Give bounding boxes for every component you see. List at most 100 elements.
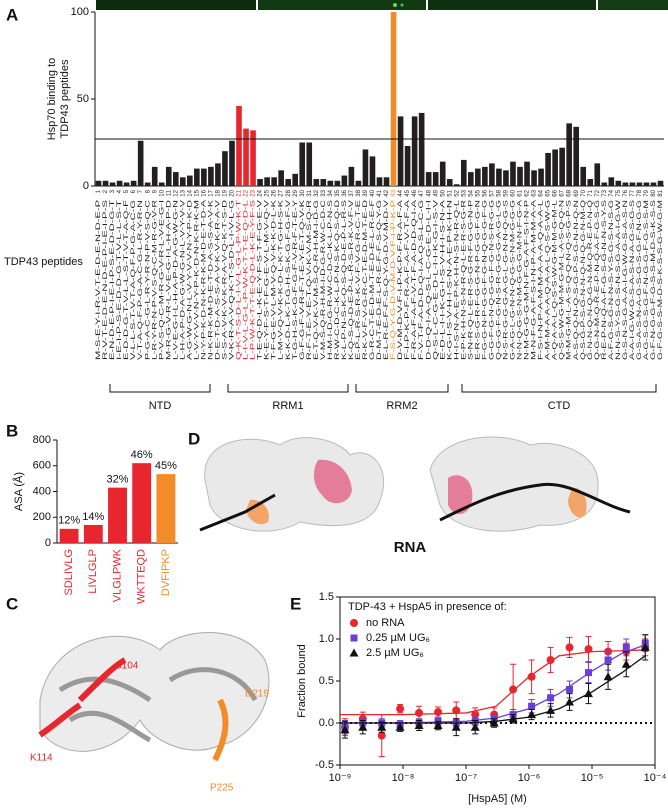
- peptide-number: 46: [412, 189, 418, 196]
- x-tick-label: G-N-N-Q-N-Q-G-N-M-Q-R-E-P-N-Q: [588, 199, 594, 360]
- x-tick-label: M-N-F-G-A-F-S-I-N-P-A-M-M-A-A: [532, 200, 538, 360]
- peptide-number: 28: [286, 189, 292, 196]
- peptide-number: 77: [630, 189, 636, 196]
- bar: [657, 180, 664, 186]
- x-tick-label: 10⁻⁶: [518, 772, 541, 784]
- bar: [179, 177, 186, 186]
- bar: [552, 149, 558, 186]
- residue-label: P225: [210, 783, 234, 794]
- legend-label: no RNA: [366, 617, 405, 629]
- bar: [355, 180, 362, 186]
- marker: [415, 708, 424, 717]
- peptide-number: 43: [391, 189, 397, 196]
- bar: [158, 182, 165, 186]
- bar: [285, 179, 291, 186]
- legend-label: 2.5 µM UG₆: [366, 647, 424, 659]
- marker: [584, 689, 594, 698]
- x-tick-label: Q-S-L-C-G-E-D-L-I-I-K-G-I-S-V: [433, 200, 439, 360]
- bar: [95, 180, 102, 186]
- peptide-number: 18: [216, 189, 222, 196]
- x-tick-label: R-W-C-D-C-K-L-P-N-S-K-Q-S-Q-D: [335, 199, 341, 360]
- peptide-number: 49: [433, 189, 439, 196]
- x-tick-label: 10⁻⁸: [392, 772, 415, 784]
- bar: [643, 182, 650, 186]
- x-tick-label: E-D-D-G-T-V-L-L-S-T-V-T-A-Q-F: [124, 199, 130, 360]
- y-tick-label: 1.0: [319, 633, 334, 645]
- peptide-number: 67: [560, 189, 566, 196]
- bar: [517, 166, 523, 186]
- marker: [508, 714, 518, 723]
- y-axis-label: ASA (Å): [12, 472, 25, 511]
- bar: [130, 180, 137, 186]
- bar: [313, 179, 320, 186]
- x-tick-label: 10⁻⁹: [329, 772, 352, 784]
- peptide-number: 33: [321, 189, 327, 196]
- peptide-number: 25: [265, 189, 271, 196]
- x-tick-label: E-R-S-G-R-F-G-G-N-P-G-G-F-G-N: [475, 200, 481, 360]
- x-tick-label: V-K-R-A-V-Q-K-T-S-D-L-I-V-L-G: [230, 199, 236, 360]
- x-tick-label: E-P-L-R-S-R-K-V-F-V-G-R-C-T-E: [356, 200, 362, 360]
- bar: [573, 126, 580, 186]
- bar: [341, 175, 348, 186]
- x-tick-label: DVFIPKP: [160, 549, 172, 596]
- bar: [376, 177, 383, 186]
- x-tick-label: F-I-P-K-P-F-R-A-F-A-F-V-T-F-A: [405, 200, 411, 360]
- peptide-number: 22: [244, 189, 250, 196]
- bar: [383, 177, 390, 186]
- bar: [446, 179, 453, 186]
- bar: [156, 474, 176, 543]
- x-tick-label: T-E-Q-D-L-K-E-Y-F-S-T-F-G-E-V: [258, 200, 264, 360]
- x-tick-label: L-H-A-P-D-A-G-W-G-N-L-V-Y-V-V: [180, 200, 186, 360]
- peptide-number: 34: [328, 189, 334, 196]
- y-tick-label: -0.5: [315, 759, 334, 771]
- y-axis-label: Fraction bound: [296, 644, 308, 717]
- x-tick-label: R-V-T-E-D-E-N-D-E-P-I-E-I-P-S: [103, 200, 109, 360]
- x-axis-label: [HspA5] (M): [468, 793, 527, 805]
- peptide-number: 72: [595, 189, 601, 196]
- microscopy-strip: [96, 0, 668, 10]
- marker: [452, 706, 461, 715]
- marker: [358, 722, 368, 731]
- bar: [566, 123, 572, 186]
- peptide-number: 63: [532, 189, 538, 196]
- bar: [397, 116, 404, 186]
- peptide-number: 29: [293, 189, 299, 196]
- bar: [460, 159, 467, 186]
- x-tick-label: P-V-S-Q-C-M-R-G-V-R-L-V-E-G-I: [159, 199, 165, 360]
- bar: [250, 130, 256, 186]
- peptide-number: 80: [651, 189, 657, 196]
- bar: [257, 179, 263, 186]
- bar: [306, 142, 313, 186]
- x-tick-label: L-I-V-L-G-L-P-W-K-T-T-E-Q-D-L: [244, 199, 250, 360]
- x-tick-label: G-F-G-F-V-R-F-T-E-Y-E-T-Q-V-K: [300, 200, 306, 360]
- bar: [489, 163, 495, 186]
- peptide-number: 40: [370, 189, 376, 196]
- x-tick-label: V-M-S-Q-R-H-M-I-D-G-R-W-C-D-C: [321, 199, 327, 360]
- region-label: NTD: [149, 400, 172, 412]
- bar: [510, 161, 516, 186]
- bar: [425, 172, 432, 186]
- x-tick-label: H-M-I-D-G-R-W-C-D-C-K-L-P-N-S: [328, 200, 334, 360]
- bar-annotation: 14%: [82, 511, 104, 523]
- peptide-number: 78: [637, 189, 643, 196]
- bar-annotation: 12%: [58, 515, 80, 527]
- region-label: CTD: [548, 400, 571, 412]
- peptide-number: 52: [454, 189, 460, 196]
- y-tick-label: 0: [83, 180, 89, 192]
- region-bracket: [355, 384, 449, 393]
- bar: [580, 166, 587, 186]
- x-tick-label: A-G-S-G-S-G-F-N-G-G-F-G-S-S-M: [644, 200, 650, 360]
- y-tick-label: 200: [33, 511, 51, 523]
- bar: [320, 179, 327, 186]
- y-tick-label: 1.5: [319, 591, 334, 603]
- peptide-number: 24: [258, 189, 264, 196]
- peptide-number: 26: [272, 189, 278, 196]
- rna-label: RNA: [394, 539, 427, 556]
- peptide-number: 79: [644, 189, 650, 196]
- peptide-number: 21: [237, 189, 243, 196]
- bar: [109, 182, 116, 186]
- peptide-number: 68: [567, 189, 573, 196]
- marker: [414, 721, 424, 730]
- marker: [640, 642, 650, 651]
